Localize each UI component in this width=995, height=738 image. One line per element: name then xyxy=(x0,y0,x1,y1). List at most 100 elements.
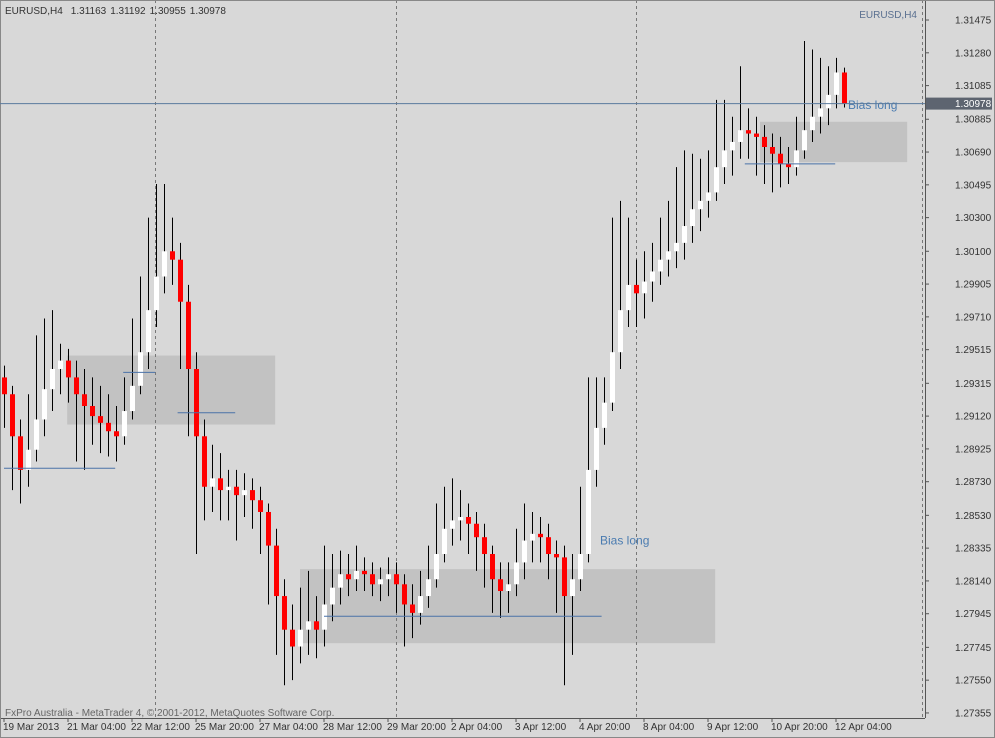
bull-body xyxy=(426,579,431,597)
bull-body xyxy=(722,150,727,168)
x-tick-label: 27 Mar 04:00 xyxy=(259,722,318,733)
bear-body xyxy=(538,533,543,538)
bear-body xyxy=(634,284,639,294)
bull-body xyxy=(26,449,31,470)
bear-body xyxy=(106,422,111,432)
bull-body xyxy=(698,200,703,210)
bull-body xyxy=(826,94,831,109)
annotation: Bias long xyxy=(848,98,897,112)
bull-body xyxy=(570,579,575,597)
bull-body xyxy=(378,579,383,585)
bear-body xyxy=(202,436,207,487)
bull-body xyxy=(642,281,647,294)
x-tick-label: 4 Apr 20:00 xyxy=(579,722,631,733)
y-tick-label: 1.29905 xyxy=(955,280,992,291)
bull-body xyxy=(506,584,511,592)
bear-body xyxy=(282,596,287,630)
bull-body xyxy=(810,116,815,131)
zone xyxy=(67,355,276,425)
symbol-label: EURUSD,H4 xyxy=(859,10,917,21)
bear-body xyxy=(74,377,79,395)
bull-body xyxy=(730,141,735,151)
bear-body xyxy=(90,406,95,417)
x-tick-label: 29 Mar 20:00 xyxy=(387,722,446,733)
bull-body xyxy=(674,242,679,252)
bull-body xyxy=(650,271,655,282)
x-tick-label: 2 Apr 04:00 xyxy=(451,722,503,733)
x-tick-label: 12 Apr 04:00 xyxy=(835,722,892,733)
bear-body xyxy=(474,523,479,538)
y-tick-label: 1.27355 xyxy=(955,708,992,719)
last-high: 1.31192 xyxy=(110,6,146,17)
bull-body xyxy=(242,490,247,496)
price-tag-label: 1.30978 xyxy=(955,99,992,110)
bear-body xyxy=(778,153,783,164)
bull-body xyxy=(434,554,439,580)
price-tag xyxy=(926,97,992,110)
bear-body xyxy=(66,360,71,378)
bear-body xyxy=(2,377,7,395)
y-tick-label: 1.31085 xyxy=(955,81,992,92)
last-open: 1.31163 xyxy=(71,6,107,17)
bull-body xyxy=(442,528,447,555)
bear-body xyxy=(770,146,775,154)
bull-body xyxy=(658,259,663,272)
bull-body xyxy=(602,402,607,428)
bear-body xyxy=(498,579,503,592)
bear-body xyxy=(754,133,759,137)
bear-body xyxy=(98,416,103,423)
bull-body xyxy=(210,478,215,487)
bear-body xyxy=(554,554,559,558)
bull-body xyxy=(666,251,671,260)
zones xyxy=(67,121,908,644)
bull-body xyxy=(530,533,535,541)
bull-body xyxy=(130,385,135,412)
last-close: 1.30978 xyxy=(190,6,227,17)
bear-body xyxy=(250,490,255,501)
bear-body xyxy=(394,574,399,585)
y-tick-label: 1.29315 xyxy=(955,379,992,390)
bear-body xyxy=(466,517,471,524)
symbol: EURUSD,H4 xyxy=(5,6,63,17)
bear-body xyxy=(18,436,23,470)
bear-body xyxy=(194,369,199,437)
bull-body xyxy=(146,310,151,353)
y-tick-label: 1.27550 xyxy=(955,676,992,687)
annotation: Bias long xyxy=(600,534,649,548)
bear-body xyxy=(746,130,751,134)
y-tick-label: 1.28335 xyxy=(955,544,992,555)
bear-body xyxy=(786,163,791,168)
y-tick-label: 1.29120 xyxy=(955,412,992,423)
y-tick-label: 1.28730 xyxy=(955,477,992,488)
bear-body xyxy=(82,394,87,407)
bull-body xyxy=(450,520,455,529)
bear-body xyxy=(762,136,767,147)
y-tick-label: 1.31280 xyxy=(955,48,992,59)
y-tick-label: 1.29710 xyxy=(955,312,992,323)
bear-body xyxy=(290,629,295,647)
bull-body xyxy=(738,130,743,142)
bull-body xyxy=(706,192,711,201)
x-tick-label: 9 Apr 12:00 xyxy=(707,722,759,733)
x-tick-label: 8 Apr 04:00 xyxy=(643,722,695,733)
bull-body xyxy=(834,72,839,95)
x-tick-label: 19 Mar 2013 xyxy=(3,722,60,733)
x-tick-label: 3 Apr 12:00 xyxy=(515,722,567,733)
bull-body xyxy=(818,108,823,117)
bull-body xyxy=(586,469,591,555)
y-tick-label: 1.28530 xyxy=(955,511,992,522)
bull-body xyxy=(354,570,359,580)
y-tick-label: 1.29515 xyxy=(955,345,992,356)
y-tick-label: 1.30690 xyxy=(955,148,992,159)
bull-body xyxy=(338,574,343,588)
bear-body xyxy=(370,574,375,585)
bear-body xyxy=(490,554,495,580)
bear-body xyxy=(410,604,415,613)
bull-body xyxy=(42,389,47,420)
bear-body xyxy=(266,511,271,546)
bull-body xyxy=(138,352,143,386)
x-tick-label: 25 Mar 20:00 xyxy=(195,722,254,733)
y-tick-label: 1.30885 xyxy=(955,115,992,126)
bear-body xyxy=(562,557,567,597)
bear-body xyxy=(482,537,487,555)
